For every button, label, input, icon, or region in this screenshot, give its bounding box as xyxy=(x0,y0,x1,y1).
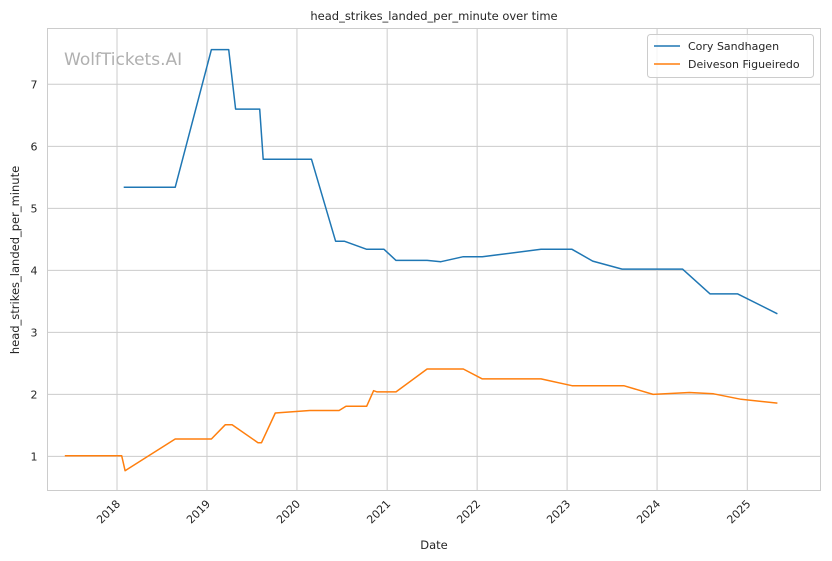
x-tick-label: 2019 xyxy=(184,497,213,526)
y-tick-label: 7 xyxy=(31,78,38,91)
y-tick-label: 2 xyxy=(31,388,38,401)
series-line-cory-sandhagen xyxy=(123,48,778,315)
y-tick-label: 4 xyxy=(31,264,38,277)
x-tick-label: 2021 xyxy=(364,497,393,526)
legend: Cory Sandhagen Deiveson Figueiredo xyxy=(647,34,814,78)
series-lines xyxy=(64,48,778,472)
x-tick-label: 2022 xyxy=(454,497,483,526)
series-line-deiveson-figueiredo xyxy=(64,368,778,472)
y-tick-label: 1 xyxy=(31,450,38,463)
plot-frame xyxy=(47,28,821,491)
y-tick-label: 6 xyxy=(31,140,38,153)
tick-labels: 1 2 3 4 5 6 7 2018 2019 2020 2021 2022 2023 2024 2025 xyxy=(31,78,754,526)
legend-label-cory-sandhagen: Cory Sandhagen xyxy=(688,40,779,53)
y-tick-label: 5 xyxy=(31,202,38,215)
x-tick-label: 2025 xyxy=(724,497,753,526)
grid xyxy=(47,28,821,491)
y-tick-label: 3 xyxy=(31,326,38,339)
x-tick-label: 2023 xyxy=(544,497,573,526)
x-tick-label: 2018 xyxy=(94,497,123,526)
x-tick-label: 2020 xyxy=(274,497,303,526)
legend-label-deiveson-figueiredo: Deiveson Figueiredo xyxy=(688,58,800,71)
watermark-text: WolfTickets.AI xyxy=(64,50,182,70)
y-axis-title: head_strikes_landed_per_minute xyxy=(8,166,22,354)
x-axis-title: Date xyxy=(420,538,448,552)
legend-box xyxy=(647,34,814,78)
x-tick-label: 2024 xyxy=(634,497,663,526)
chart-title: head_strikes_landed_per_minute over time xyxy=(310,9,557,23)
